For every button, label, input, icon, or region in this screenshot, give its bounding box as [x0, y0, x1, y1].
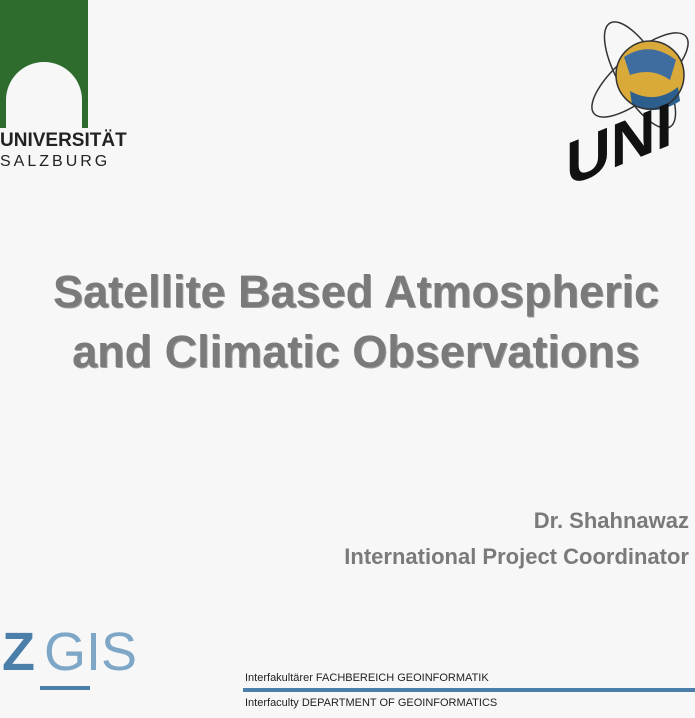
university-salzburg-logo: UNIVERSITÄT SALZBURG	[0, 0, 127, 180]
university-name: UNIVERSITÄT	[0, 130, 127, 151]
slide-title: Satellite Based Atmospheric and Climatic…	[0, 262, 695, 382]
department-label-english: Interfaculty DEPARTMENT OF GEOINFORMATIC…	[245, 697, 498, 709]
university-city: SALZBURG	[0, 153, 111, 170]
unigis-logo: UNI	[566, 21, 689, 185]
unigis-wordmark: UNI	[566, 88, 673, 185]
author-name: Dr. Shahnawaz	[533, 508, 689, 533]
slide-title-line2: and Climatic Observations	[72, 326, 640, 377]
zgis-z-letter: Z	[2, 622, 35, 682]
author-block: Dr. Shahnawaz International Project Coor…	[344, 503, 689, 575]
university-arch-emblem	[0, 0, 88, 128]
zgis-logo: Z GIS	[2, 622, 137, 690]
slide-title-line1: Satellite Based Atmospheric	[52, 266, 660, 317]
zgis-gis-letters: GIS	[44, 622, 137, 682]
department-label-german: Interfakultärer FACHBEREICH GEOINFORMATI…	[245, 672, 489, 684]
footer-divider	[243, 688, 695, 692]
author-role: International Project Coordinator	[344, 544, 689, 569]
